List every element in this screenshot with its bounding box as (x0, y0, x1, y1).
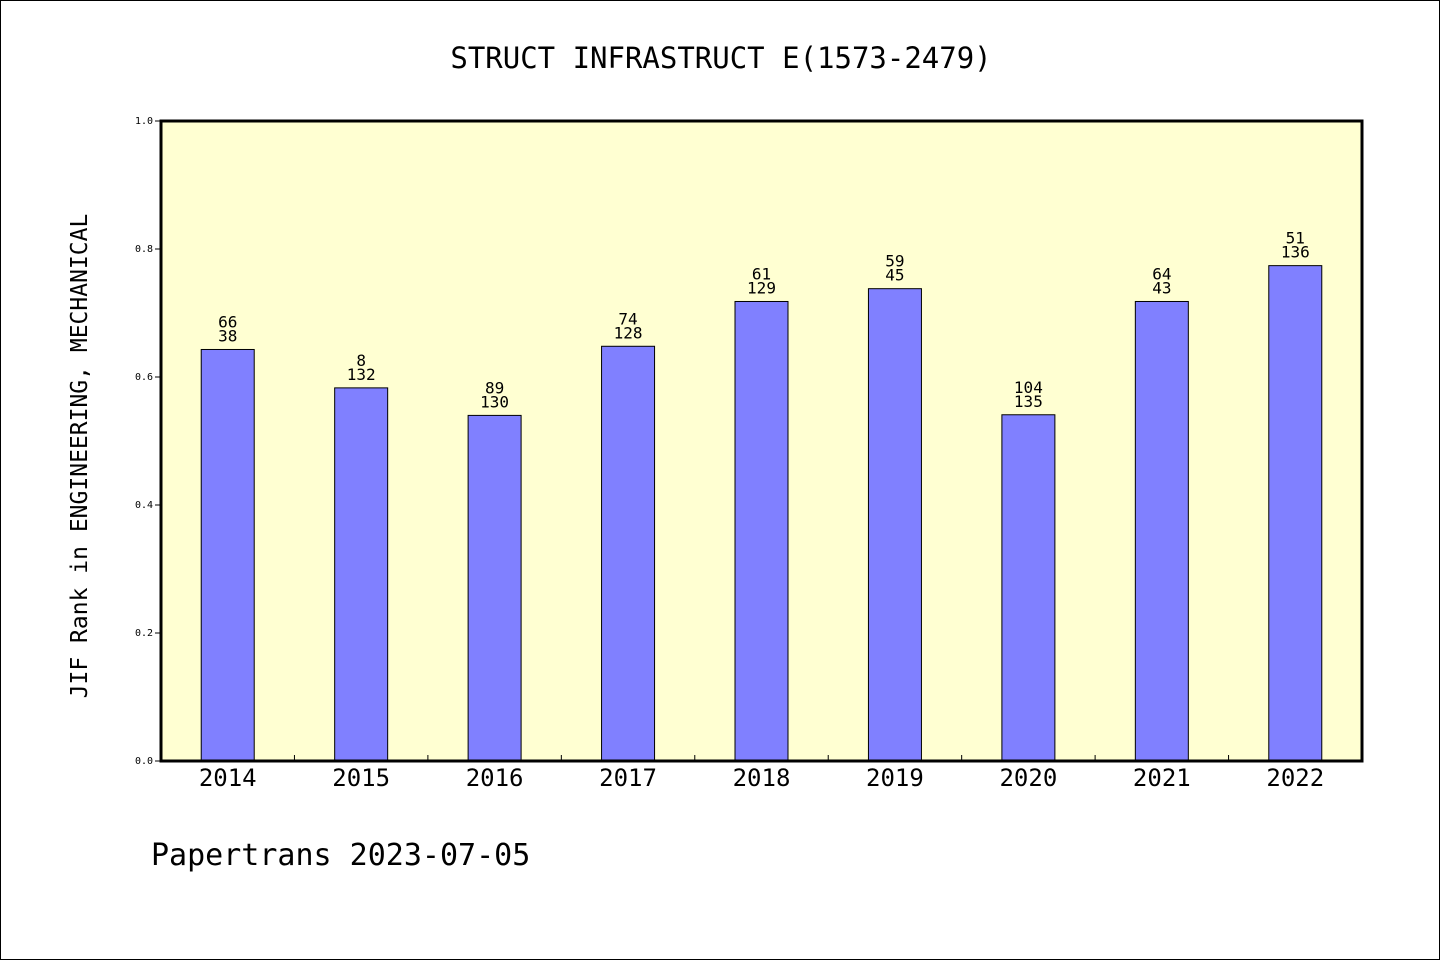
bar-2019 (867, 288, 922, 762)
bar-rank-label-top: 66 (218, 312, 237, 331)
bar-rank-label-bottom: 129 (747, 278, 776, 297)
x-tick-label: 2014 (199, 764, 257, 792)
bar-2018 (734, 300, 789, 762)
y-tick-label: 0.4 (135, 500, 153, 511)
bar-rank-label-top: 89 (485, 378, 504, 397)
x-tick-label: 2022 (1266, 764, 1324, 792)
y-tick-label: 0.2 (135, 628, 153, 639)
bar-rank-label-top: 59 (885, 252, 904, 271)
bar-rank-label-bottom: 38 (218, 326, 237, 345)
y-tick-label: 0.8 (135, 244, 153, 255)
x-tick-label: 2016 (466, 764, 524, 792)
bar-rank-label-bottom: 136 (1281, 243, 1310, 262)
y-tick-label: 0.0 (135, 756, 153, 767)
bar-rank-label-bottom: 132 (347, 365, 376, 384)
bar-2020 (1001, 414, 1056, 762)
x-tick-label: 2017 (599, 764, 657, 792)
footer-text: Papertrans 2023-07-05 (151, 838, 530, 873)
chart-title: STRUCT INFRASTRUCT E(1573-2479) (450, 41, 991, 75)
bar-2021 (1134, 300, 1189, 762)
bar-rank-label-bottom: 43 (1152, 278, 1171, 297)
bar-rank-label-top: 61 (752, 264, 771, 283)
bar-2015 (334, 387, 389, 762)
bar-rank-label-top: 64 (1152, 264, 1171, 283)
x-tick-label: 2021 (1133, 764, 1191, 792)
axis-ticks-group: 0.0 0.2 0.4 0.6 0.8 1.0 2014 2015 2016 2017 2018 20… (135, 116, 1324, 792)
bar-rank-label-top: 104 (1014, 378, 1043, 397)
y-axis-label: JIF Rank in ENGINEERING, MECHANICAL (67, 214, 93, 699)
y-tick-label: 1.0 (135, 116, 153, 127)
bar-rank-label-top: 74 (618, 309, 637, 328)
bar-2017 (601, 345, 656, 762)
bar-rank-label-top: 51 (1286, 229, 1305, 248)
bar-rank-label-bottom: 45 (885, 266, 904, 285)
x-tick-label: 2015 (332, 764, 390, 792)
bar-rank-label-bottom: 128 (614, 323, 643, 342)
bar-2022 (1268, 265, 1323, 762)
bar-2014 (200, 348, 255, 762)
x-tick-label: 2018 (733, 764, 791, 792)
bar-rank-label-top: 8 (356, 351, 366, 370)
y-tick-label: 0.6 (135, 372, 153, 383)
bar-2016 (467, 414, 522, 762)
x-tick-label: 2019 (866, 764, 924, 792)
bar-rank-label-bottom: 130 (480, 392, 509, 411)
bar-rank-label-bottom: 135 (1014, 392, 1043, 411)
x-tick-label: 2020 (999, 764, 1057, 792)
plot-border (159, 119, 1364, 763)
